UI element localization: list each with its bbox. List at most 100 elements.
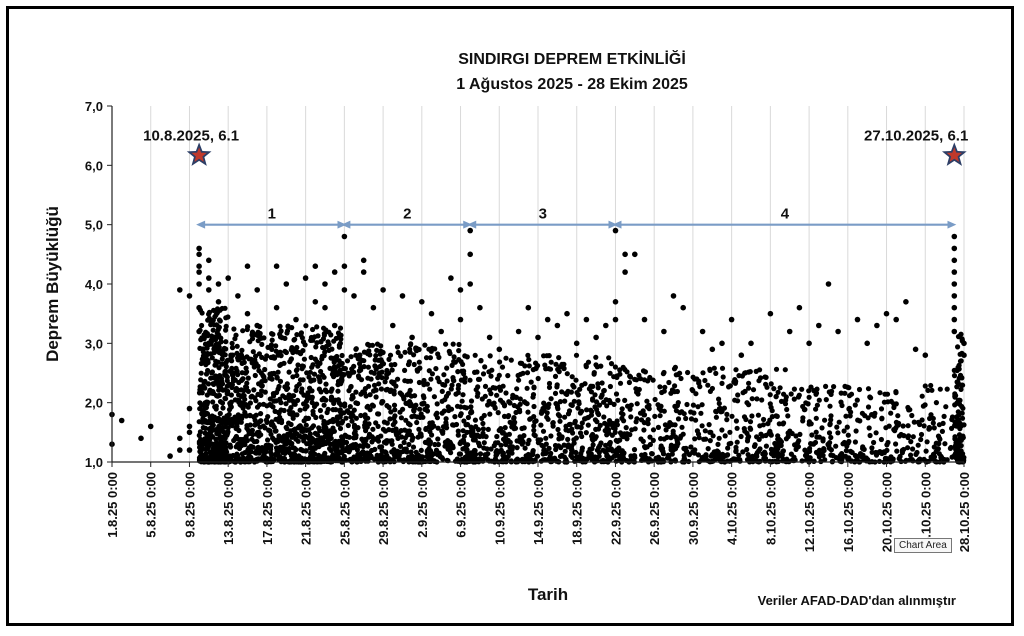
data-point xyxy=(378,433,384,439)
data-point xyxy=(296,424,302,430)
data-point xyxy=(223,346,229,352)
data-point xyxy=(467,377,473,383)
data-point xyxy=(590,383,596,389)
data-point xyxy=(655,424,662,430)
data-point xyxy=(348,383,354,390)
data-point xyxy=(905,423,911,429)
data-point xyxy=(225,314,231,320)
data-point xyxy=(457,287,464,293)
data-point xyxy=(678,375,684,382)
data-point xyxy=(951,293,958,299)
data-point xyxy=(628,414,634,420)
data-point xyxy=(240,376,246,382)
data-point xyxy=(724,417,730,423)
data-point xyxy=(325,339,331,345)
data-point xyxy=(213,373,219,379)
data-point xyxy=(740,449,746,455)
data-point xyxy=(732,380,739,386)
data-point xyxy=(455,386,461,392)
x-tick-label: 2.9.25 0:00 xyxy=(415,472,430,538)
data-point xyxy=(561,442,567,448)
data-point xyxy=(791,386,798,392)
data-point xyxy=(235,412,241,418)
data-point xyxy=(603,322,609,329)
data-point xyxy=(565,436,571,442)
data-point xyxy=(456,341,462,348)
data-point xyxy=(951,233,958,240)
data-point xyxy=(745,435,751,441)
data-point xyxy=(467,281,474,287)
data-point xyxy=(209,441,215,447)
data-point xyxy=(359,436,365,442)
data-point xyxy=(222,387,228,393)
data-point xyxy=(384,453,390,459)
data-point xyxy=(869,412,875,418)
data-point xyxy=(724,411,730,417)
data-point xyxy=(349,366,355,372)
data-point xyxy=(685,369,691,376)
data-point xyxy=(440,424,447,430)
data-point xyxy=(284,425,290,432)
data-point xyxy=(663,427,669,433)
data-point xyxy=(671,366,678,372)
data-point xyxy=(442,382,448,388)
data-point xyxy=(592,417,599,423)
data-point xyxy=(449,382,455,388)
data-point xyxy=(253,420,259,427)
data-point xyxy=(638,417,645,423)
data-point xyxy=(196,432,202,438)
data-point xyxy=(903,299,909,305)
data-point xyxy=(961,352,967,359)
data-point xyxy=(617,380,624,386)
data-point xyxy=(423,425,429,432)
data-point xyxy=(231,326,237,332)
data-point xyxy=(576,401,582,407)
data-point xyxy=(386,404,392,410)
data-point xyxy=(250,349,256,355)
data-point xyxy=(199,356,205,362)
data-point xyxy=(883,310,890,317)
data-point xyxy=(480,426,486,432)
data-point xyxy=(869,449,875,455)
data-point xyxy=(808,421,814,427)
data-point xyxy=(504,456,510,462)
data-point xyxy=(958,358,964,364)
data-point xyxy=(813,415,819,421)
data-point xyxy=(910,446,916,452)
data-point xyxy=(592,392,598,398)
data-point xyxy=(303,323,309,329)
data-point xyxy=(345,444,351,450)
data-point xyxy=(439,398,445,404)
data-point xyxy=(793,433,799,439)
data-point xyxy=(595,385,601,391)
data-point xyxy=(201,441,207,447)
data-point xyxy=(645,417,651,423)
data-point xyxy=(550,420,556,426)
data-point xyxy=(199,310,205,316)
data-point xyxy=(624,432,630,438)
data-point xyxy=(552,390,559,396)
data-point xyxy=(419,401,425,407)
data-point xyxy=(642,369,649,375)
x-tick-label: 25.8.25 0:00 xyxy=(337,472,352,545)
data-point xyxy=(874,322,880,329)
data-point xyxy=(441,408,447,414)
data-point xyxy=(524,385,530,391)
data-point xyxy=(258,411,264,417)
data-point xyxy=(640,438,646,444)
data-point xyxy=(743,416,749,423)
data-point xyxy=(491,443,497,449)
data-point xyxy=(604,432,610,438)
data-point xyxy=(204,345,210,351)
data-point xyxy=(294,372,300,379)
data-point xyxy=(656,405,662,411)
data-point xyxy=(349,456,355,462)
data-point xyxy=(673,372,679,378)
data-point xyxy=(841,439,848,446)
data-point xyxy=(341,233,348,240)
data-point xyxy=(273,263,280,270)
data-point xyxy=(206,315,212,321)
data-point xyxy=(531,403,537,410)
data-point xyxy=(292,401,298,407)
data-point xyxy=(227,400,233,406)
